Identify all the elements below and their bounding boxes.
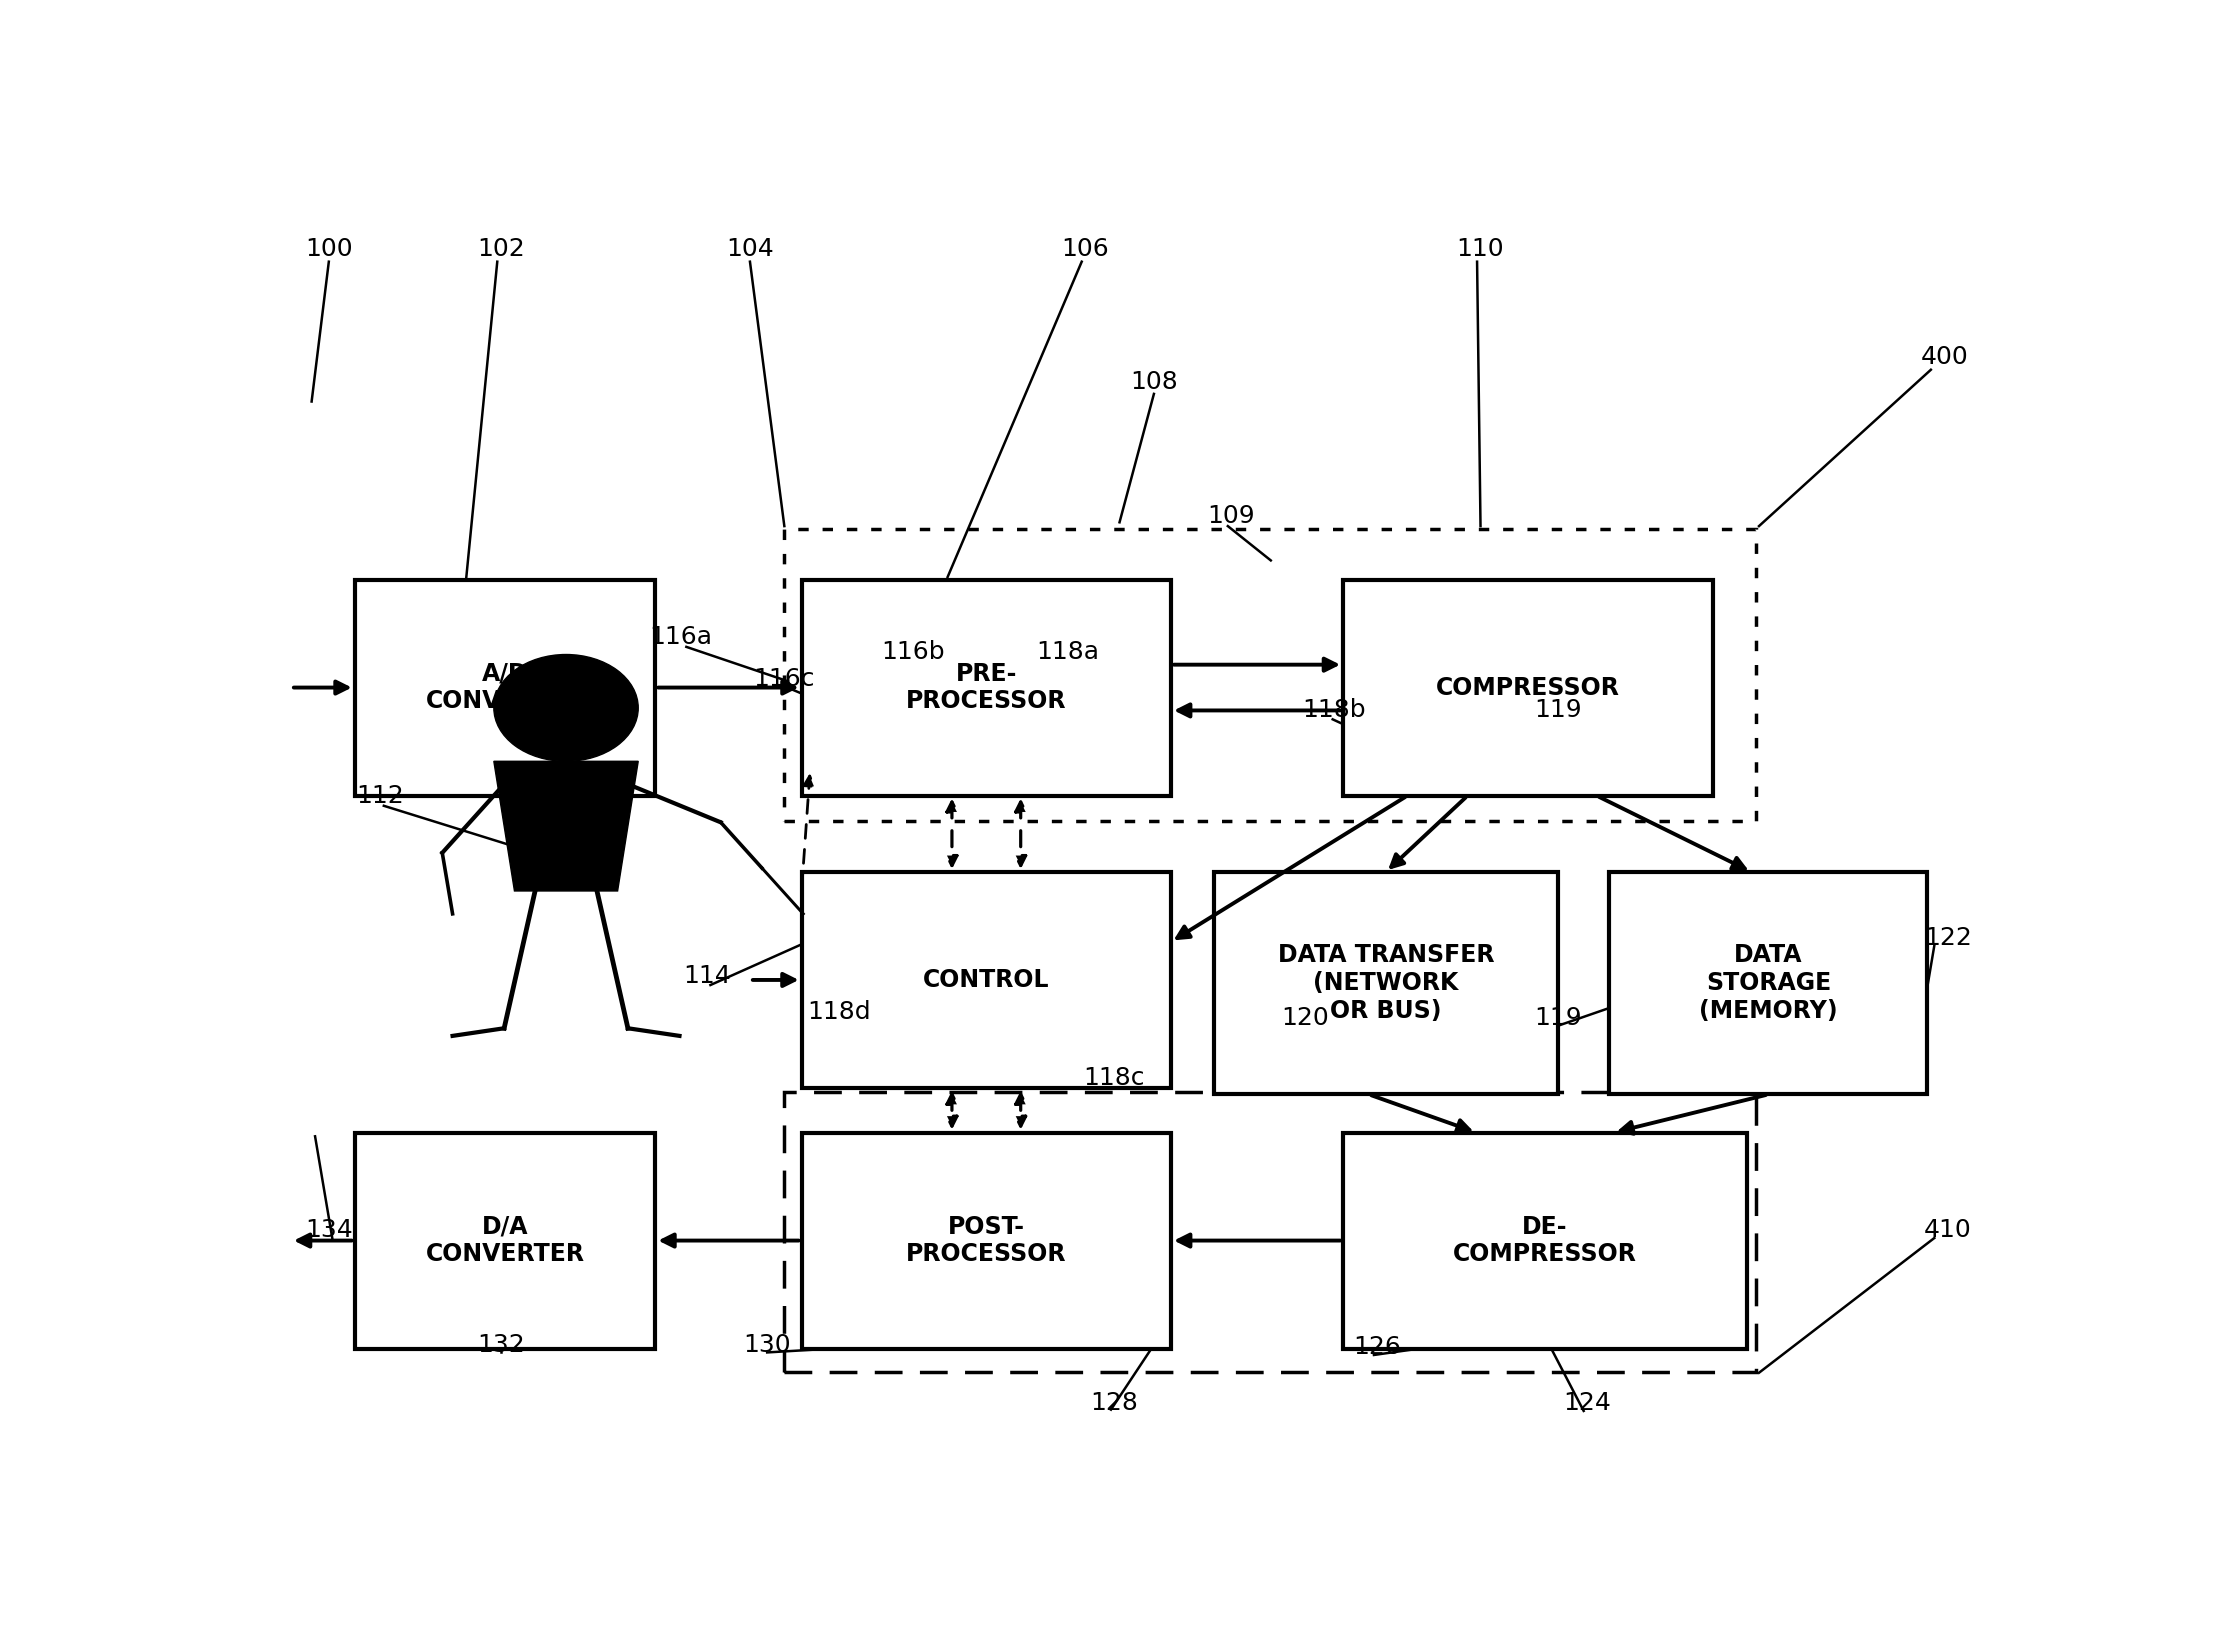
- FancyBboxPatch shape: [1213, 872, 1557, 1095]
- Text: 118d: 118d: [807, 1001, 872, 1024]
- FancyBboxPatch shape: [801, 872, 1171, 1088]
- Text: 126: 126: [1353, 1336, 1402, 1359]
- Text: 120: 120: [1282, 1005, 1329, 1030]
- FancyBboxPatch shape: [801, 1133, 1171, 1349]
- Text: 100: 100: [306, 238, 353, 261]
- Text: 116b: 116b: [881, 641, 945, 664]
- Text: 110: 110: [1457, 238, 1504, 261]
- Text: PRE-
PROCESSOR: PRE- PROCESSOR: [907, 662, 1067, 713]
- Text: 124: 124: [1564, 1392, 1610, 1415]
- Text: 118a: 118a: [1036, 641, 1100, 664]
- Text: 118c: 118c: [1085, 1067, 1144, 1090]
- FancyBboxPatch shape: [355, 580, 657, 796]
- Text: 128: 128: [1091, 1392, 1138, 1415]
- Text: 112: 112: [357, 784, 404, 807]
- FancyBboxPatch shape: [801, 580, 1171, 796]
- Text: 400: 400: [1921, 345, 1970, 370]
- Text: 104: 104: [725, 238, 774, 261]
- Polygon shape: [495, 761, 639, 892]
- Text: COMPRESSOR: COMPRESSOR: [1435, 675, 1619, 700]
- Text: 119: 119: [1535, 1005, 1581, 1030]
- Text: 130: 130: [743, 1332, 792, 1357]
- Text: 102: 102: [477, 238, 526, 261]
- Text: CONTROL: CONTROL: [923, 967, 1049, 992]
- FancyBboxPatch shape: [355, 1133, 657, 1349]
- Text: D/A
CONVERTER: D/A CONVERTER: [426, 1215, 586, 1266]
- Text: 116c: 116c: [754, 667, 814, 690]
- FancyBboxPatch shape: [1342, 1133, 1748, 1349]
- Text: 106: 106: [1060, 238, 1109, 261]
- Text: 114: 114: [683, 964, 732, 989]
- FancyBboxPatch shape: [1610, 872, 1927, 1095]
- FancyBboxPatch shape: [1342, 580, 1712, 796]
- Text: DE-
COMPRESSOR: DE- COMPRESSOR: [1453, 1215, 1637, 1266]
- Text: 134: 134: [304, 1218, 353, 1243]
- Text: 109: 109: [1207, 504, 1255, 528]
- Text: 132: 132: [477, 1332, 526, 1357]
- Text: 118b: 118b: [1302, 698, 1366, 723]
- Circle shape: [495, 654, 639, 761]
- Text: A/D
CONVERTER: A/D CONVERTER: [426, 662, 586, 713]
- Text: 410: 410: [1925, 1218, 1972, 1243]
- Text: 119: 119: [1535, 698, 1581, 723]
- Text: DATA
STORAGE
(MEMORY): DATA STORAGE (MEMORY): [1699, 943, 1839, 1024]
- Text: POST-
PROCESSOR: POST- PROCESSOR: [907, 1215, 1067, 1266]
- Text: 116a: 116a: [650, 624, 712, 649]
- Text: 122: 122: [1925, 926, 1972, 949]
- Text: DATA TRANSFER
(NETWORK
OR BUS): DATA TRANSFER (NETWORK OR BUS): [1278, 943, 1495, 1024]
- Text: 108: 108: [1129, 370, 1178, 395]
